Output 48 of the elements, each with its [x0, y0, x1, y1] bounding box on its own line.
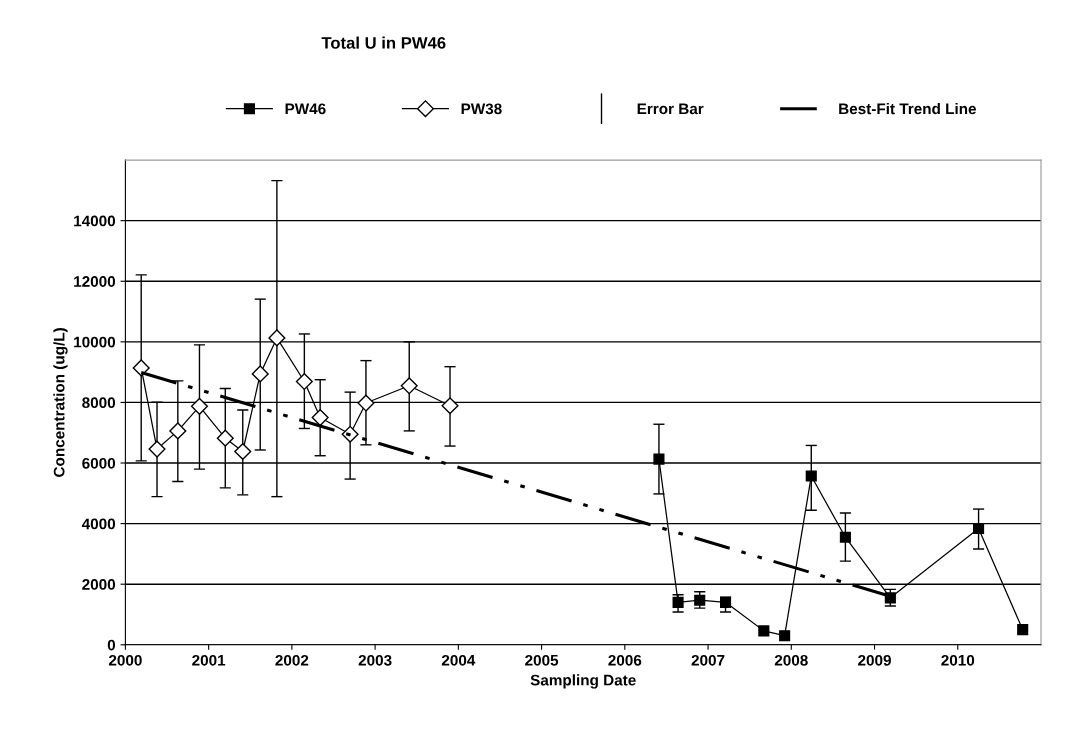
- point: [295, 372, 313, 391]
- point: [884, 592, 896, 604]
- x-tick-label: 2005: [525, 654, 559, 666]
- point: [400, 377, 418, 395]
- x-tick-label: 2009: [858, 654, 891, 666]
- point: [1017, 624, 1029, 636]
- y-tick-label: 4000: [81, 518, 116, 530]
- point: [779, 630, 791, 642]
- x-tick-label: 2010: [941, 654, 975, 666]
- y-tick-label: 0: [107, 639, 116, 651]
- x-tick-label: 2007: [691, 654, 725, 666]
- x-tick-label: 2002: [275, 654, 309, 666]
- point: [169, 422, 187, 440]
- x-tick-label: 2006: [608, 654, 642, 666]
- x-axis-title: Sampling Date: [530, 674, 636, 689]
- legend-label: PW38: [461, 103, 502, 115]
- point: [758, 625, 770, 637]
- y-tick-label: 12000: [74, 276, 116, 287]
- point: [357, 394, 375, 412]
- point: [653, 453, 665, 465]
- legend-label: PW46: [285, 103, 326, 115]
- legend-label: Best-Fit Trend Line: [839, 103, 977, 115]
- point: [251, 365, 269, 383]
- y-tick-label: 10000: [74, 336, 116, 348]
- x-tick-label: 2000: [108, 654, 142, 666]
- x-tick-label: 2003: [358, 654, 392, 666]
- y-tick-label: 8000: [82, 397, 116, 409]
- point: [719, 596, 732, 608]
- x-tick-label: 2001: [192, 654, 226, 666]
- point: [216, 429, 234, 447]
- point: [190, 397, 209, 415]
- point: [148, 440, 166, 458]
- point: [234, 442, 252, 461]
- point: [805, 470, 817, 482]
- point: [839, 531, 851, 543]
- chart-title: Total U in PW46: [321, 36, 446, 49]
- point: [311, 409, 329, 427]
- y-axis-title: Concentration (ug/L): [53, 328, 68, 477]
- point: [132, 359, 150, 377]
- point: [268, 329, 286, 347]
- point: [672, 596, 684, 608]
- y-tick-label: 14000: [74, 215, 116, 227]
- x-tick-label: 2008: [774, 654, 808, 666]
- y-tick-label: 6000: [82, 457, 116, 469]
- y-tick-label: 2000: [82, 579, 116, 590]
- point: [441, 397, 459, 415]
- x-tick-label: 2004: [441, 654, 476, 666]
- text: Error Bar: [637, 103, 704, 115]
